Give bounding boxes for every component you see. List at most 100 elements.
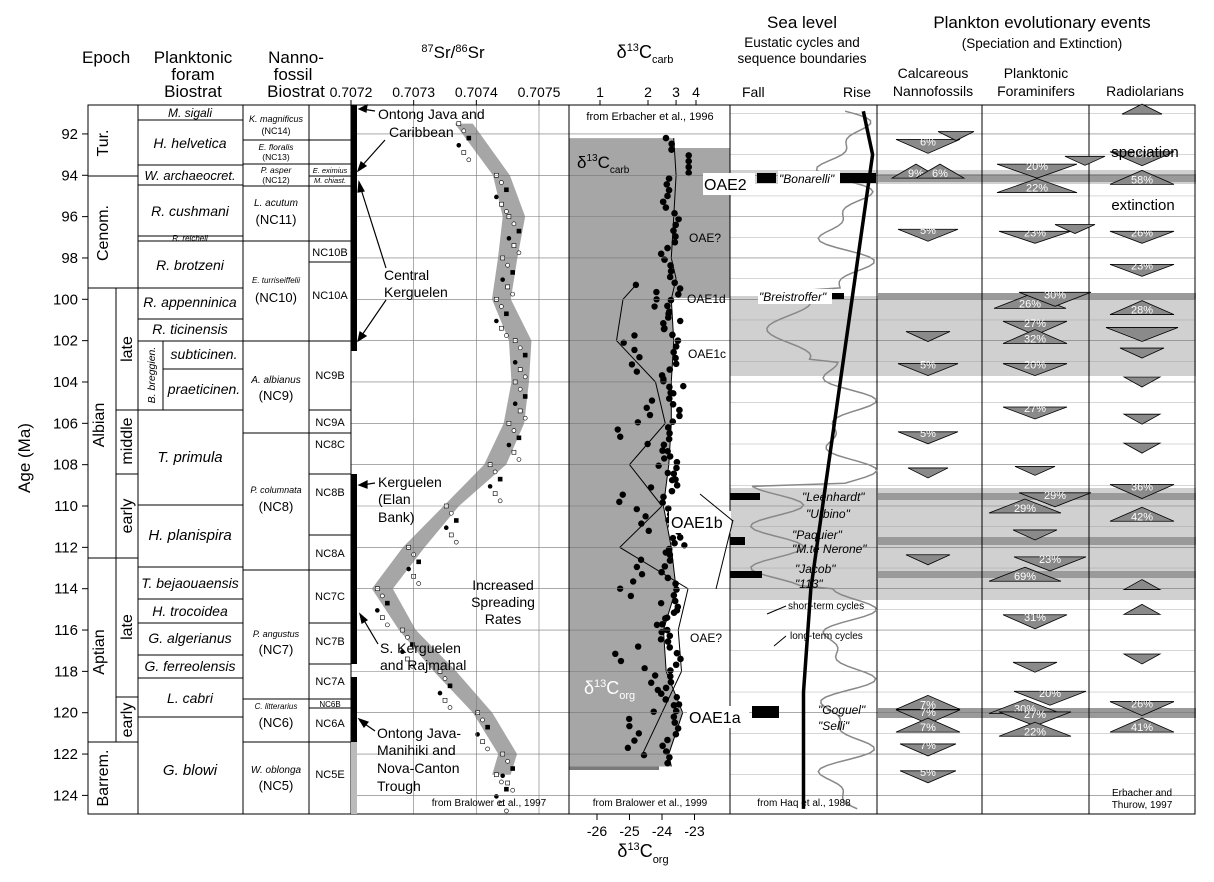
nanno-nc9: (NC9) [259, 388, 294, 403]
albian-middle: middle [119, 417, 136, 464]
carb-point [669, 418, 677, 425]
org-point [670, 390, 677, 397]
percent-label: 31% [1024, 612, 1046, 624]
speciation-triangle [1122, 603, 1162, 615]
carb-point [668, 146, 675, 153]
org-tick-label: -24 [652, 823, 672, 839]
percent-label: 49% [1131, 149, 1153, 161]
extinction-triangle [895, 138, 961, 154]
sr-point [494, 318, 499, 324]
carb-point [672, 233, 679, 240]
plank-header1: Planktonic [1004, 65, 1069, 81]
carb-point [657, 250, 665, 258]
carb-point [671, 210, 678, 217]
label-long-term: long-term cycles [790, 631, 863, 642]
org-point [664, 614, 671, 621]
carb-point [659, 447, 666, 454]
sr-point [456, 143, 462, 148]
carb-point [685, 163, 693, 171]
age-axis: Age (Ma) 92 94 96 98 100 102 104 106 108 110 112 11… [15, 126, 88, 804]
carb-point [666, 673, 674, 680]
org-point [616, 498, 623, 506]
carb-point [666, 453, 674, 460]
nanno-nc8a: NC8A [315, 548, 345, 560]
carb-point [671, 238, 679, 246]
nanno-nc11: (NC11) [256, 212, 297, 227]
sr-manihiki-1: Ontong Java- [377, 725, 461, 741]
extinction-triangle [905, 554, 951, 566]
carb-point [666, 383, 673, 391]
d13c-header: δ13Ccarb [617, 42, 674, 66]
sr-point [461, 128, 467, 134]
sr-point [512, 360, 518, 365]
sr-point [456, 121, 462, 126]
sr-point [517, 386, 523, 392]
extinction-triangle [897, 363, 959, 377]
carb-point [664, 192, 671, 200]
sr-point [504, 311, 509, 317]
extinction-triangle [998, 711, 1072, 727]
age-tick-label: 116 [54, 622, 78, 639]
age-tick-label: 96 [61, 209, 78, 226]
percent-label: 7% [920, 722, 936, 734]
label-nerone: "M.te Nerone" [792, 542, 867, 556]
org-point [631, 346, 638, 354]
org-point [627, 592, 635, 600]
carb-point [659, 499, 666, 507]
age-tick-label: 114 [54, 581, 78, 598]
carb-point [674, 291, 682, 298]
sr-point [506, 236, 512, 241]
sr-skerg-1: S. Kerguelen [380, 640, 461, 656]
carb-point [667, 667, 674, 674]
org-point [614, 426, 621, 433]
sr-spread-1: Increased [472, 577, 533, 593]
carb-point [660, 493, 667, 501]
carb-point [667, 267, 675, 275]
org-ticks: -26 -25 -24 -23 [569, 813, 730, 839]
org-area-label: δ13Corg [584, 678, 635, 702]
extinction-triangle [1109, 263, 1175, 277]
percent-label: 22% [1026, 183, 1048, 195]
nanno-nc12: (NC12) [262, 175, 290, 185]
org-point [650, 708, 657, 715]
percent-label: 27% [1024, 709, 1046, 721]
org-point [661, 455, 668, 462]
sr-point [511, 428, 517, 433]
shade-oae1d-band [730, 296, 1196, 376]
speciation-triangle [1122, 579, 1162, 590]
sr-kerg-1: Kerguelen [378, 474, 442, 490]
carb-point [666, 366, 674, 373]
carb-point [672, 354, 679, 362]
label-leenhardt: "Leenhardt" [802, 490, 865, 504]
column-headers: Epoch Planktonic foram Biostrat Nanno- f… [82, 13, 1184, 101]
label-goguel: "Goguel" [818, 703, 866, 717]
sr-manihiki-4: Trough [377, 778, 421, 794]
carb-point [664, 244, 671, 252]
sr-point [511, 221, 517, 227]
carb-point [672, 661, 680, 669]
sr-point [511, 243, 517, 248]
oae2-label: OAE2 [704, 177, 747, 194]
org-point [634, 419, 642, 426]
org-point [638, 571, 646, 578]
carb-point [672, 360, 680, 368]
nanno-nc6: (NC6) [259, 715, 294, 730]
carb-point [672, 221, 680, 229]
carb-point [665, 435, 673, 443]
carb-point [672, 343, 680, 350]
sealevel-sub1: Eustatic cycles and [744, 35, 860, 50]
org-point [612, 650, 619, 658]
org-point [640, 751, 648, 759]
nanno-header-line3: Biostrat [267, 82, 325, 101]
sr-point [375, 608, 380, 613]
age-tick-label: 110 [54, 498, 78, 515]
rise-label: Rise [843, 84, 871, 100]
nanno-nc9a: NC9A [315, 417, 345, 429]
sr-point [505, 758, 510, 764]
org-tick-label: -23 [684, 823, 704, 839]
speciation-triangle [996, 178, 1078, 194]
org-point [673, 694, 681, 701]
foram-labels: M. sigali H. helvetica W. archaeocret. R… [141, 106, 240, 779]
sr-point [405, 634, 410, 640]
